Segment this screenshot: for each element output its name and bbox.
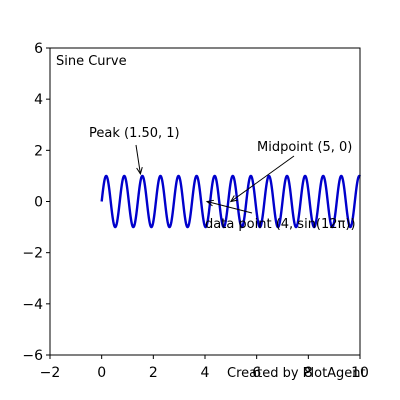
peak-arrow [135, 144, 141, 174]
midpoint-arrow-head [229, 195, 238, 203]
data-point-arrow [206, 201, 253, 214]
legend-text: Sine Curve [56, 54, 127, 69]
sine-series-line [100, 174, 362, 229]
arrow-layer [135, 144, 295, 214]
y-tick-label: 0 [34, 195, 43, 211]
series-layer [100, 174, 362, 229]
annotation-midpoint: Midpoint (5, 0) [257, 140, 352, 155]
x-tick-label: 10 [351, 365, 369, 381]
peak-arrow-head [136, 167, 143, 176]
annotation-data-point: data point (4, sin(12π)) [205, 217, 356, 232]
x-tick-label: 8 [304, 365, 313, 381]
y-tick-label: 4 [34, 92, 43, 108]
x-tick-label: −2 [40, 365, 61, 381]
y-tick-label: 6 [34, 41, 43, 57]
annotation-peak: Peak (1.50, 1) [89, 126, 180, 141]
y-axis: −6 −4 −2 0 2 4 6 [22, 41, 50, 364]
x-tick-label: 2 [149, 365, 158, 381]
x-tick-label: 0 [97, 365, 106, 381]
y-tick-label: −6 [22, 348, 43, 364]
data-point-arrow-head [205, 199, 214, 207]
x-axis: −2 0 2 4 6 8 10 [40, 355, 369, 381]
x-tick-label: 4 [201, 365, 210, 381]
y-tick-label: −2 [22, 246, 43, 262]
credit-text: Created by PlotAgent [227, 366, 366, 381]
y-tick-label: −4 [22, 297, 43, 313]
x-tick-label: 6 [252, 365, 261, 381]
y-tick-label: 2 [34, 143, 43, 159]
midpoint-arrow [230, 155, 295, 202]
